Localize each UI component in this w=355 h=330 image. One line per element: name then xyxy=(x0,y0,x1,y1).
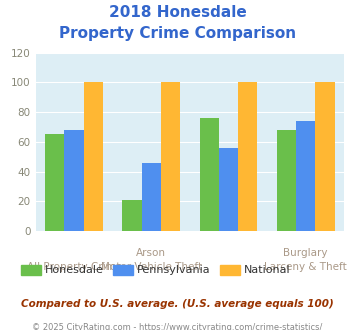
Bar xyxy=(219,148,238,231)
Text: Property Crime Comparison: Property Crime Comparison xyxy=(59,26,296,41)
Text: © 2025 CityRating.com - https://www.cityrating.com/crime-statistics/: © 2025 CityRating.com - https://www.city… xyxy=(32,323,323,330)
Bar xyxy=(142,163,161,231)
Bar xyxy=(84,82,103,231)
Text: Larceny & Theft: Larceny & Theft xyxy=(264,262,347,272)
Legend: Honesdale, Pennsylvania, National: Honesdale, Pennsylvania, National xyxy=(16,260,295,280)
Text: Compared to U.S. average. (U.S. average equals 100): Compared to U.S. average. (U.S. average … xyxy=(21,299,334,309)
Bar xyxy=(45,134,65,231)
Text: Arson: Arson xyxy=(136,248,166,258)
Text: 2018 Honesdale: 2018 Honesdale xyxy=(109,5,246,20)
Bar xyxy=(65,130,84,231)
Bar xyxy=(315,82,335,231)
Bar xyxy=(238,82,257,231)
Bar xyxy=(122,200,142,231)
Text: Burglary: Burglary xyxy=(284,248,328,258)
Bar xyxy=(161,82,180,231)
Text: Motor Vehicle Theft: Motor Vehicle Theft xyxy=(101,262,202,272)
Text: All Property Crime: All Property Crime xyxy=(27,262,122,272)
Bar xyxy=(277,130,296,231)
Bar xyxy=(296,121,315,231)
Bar xyxy=(200,118,219,231)
